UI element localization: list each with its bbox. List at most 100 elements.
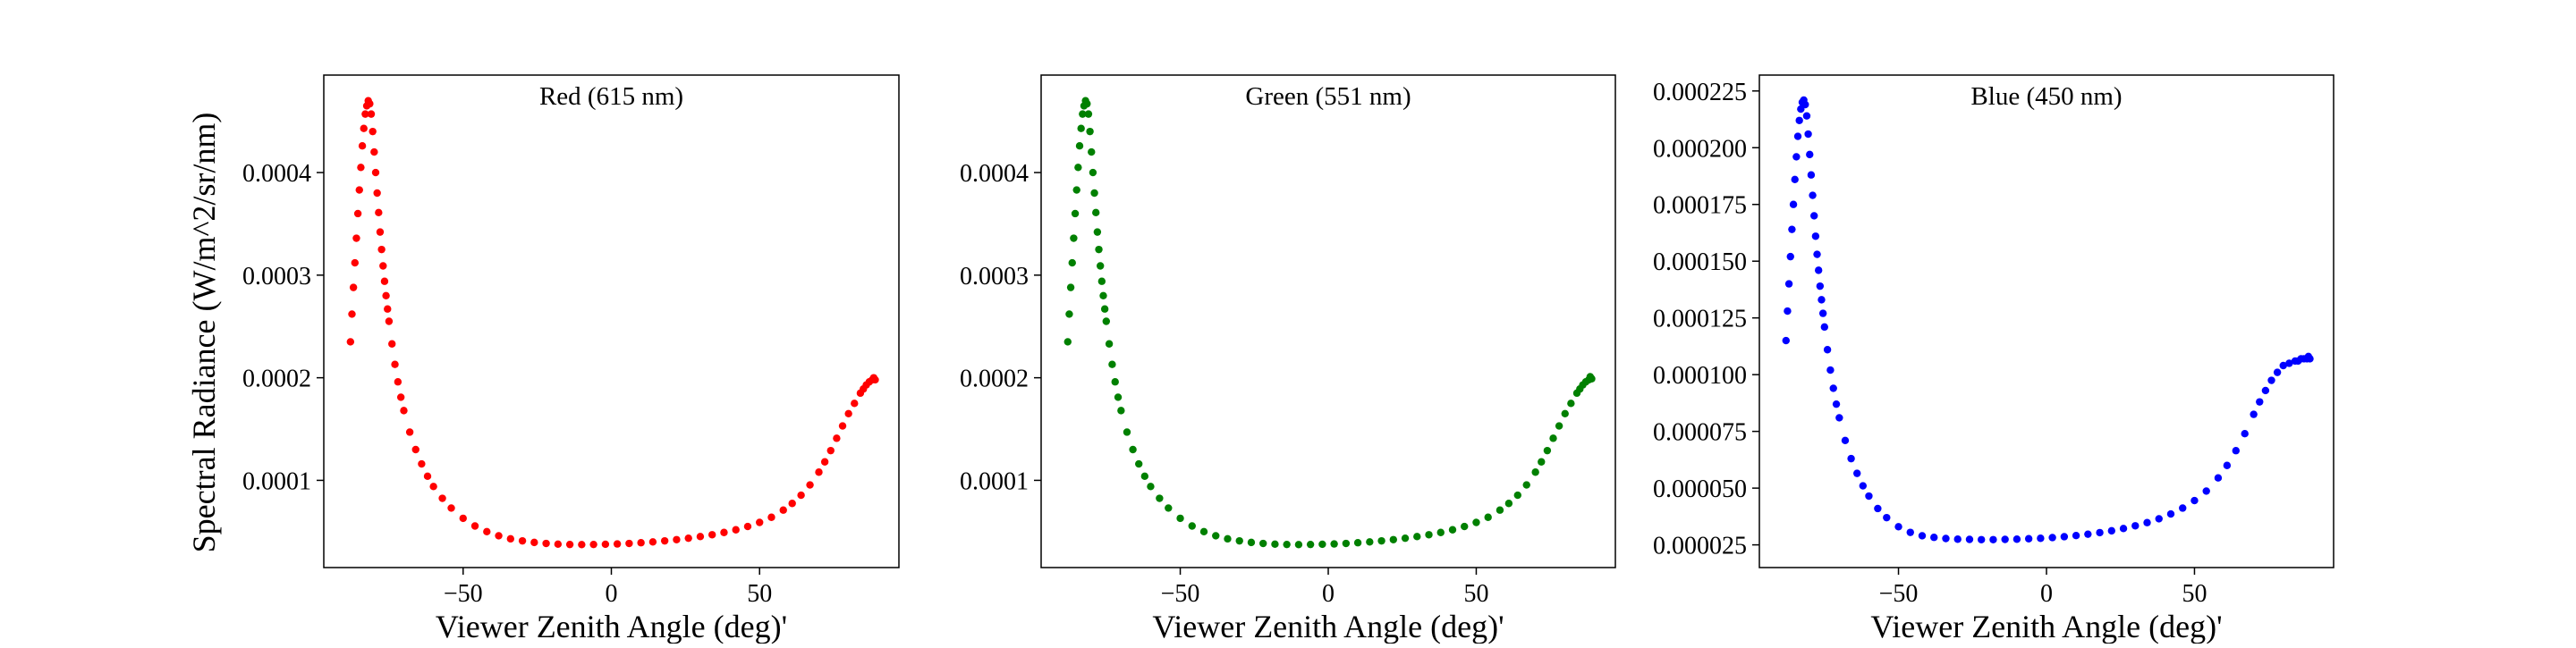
data-point xyxy=(394,378,402,386)
data-point xyxy=(352,234,360,242)
data-point xyxy=(1484,513,1492,521)
data-point xyxy=(1188,522,1196,530)
data-point xyxy=(2285,359,2293,367)
data-point xyxy=(384,305,392,313)
data-point xyxy=(2190,496,2199,505)
data-point xyxy=(1072,186,1080,194)
chart-title: Red (615 nm) xyxy=(539,82,683,111)
data-point xyxy=(1436,528,1445,536)
data-point xyxy=(357,164,365,172)
data-point xyxy=(1108,360,1116,368)
chart-panel-3: −50 0 50 0.000025 0.000050 0.000075 0.000100 0.… xyxy=(1653,74,2334,644)
data-point xyxy=(418,459,426,468)
data-point xyxy=(367,110,376,118)
data-point xyxy=(1826,366,1835,374)
data-point xyxy=(1820,323,1829,332)
data-point xyxy=(1832,400,1841,408)
data-point xyxy=(1077,124,1085,132)
data-point xyxy=(1097,277,1106,285)
data-point xyxy=(349,283,358,291)
data-point xyxy=(1259,539,1267,548)
data-point xyxy=(1084,110,1093,118)
data-point xyxy=(1156,494,1164,502)
data-point xyxy=(1818,296,1826,304)
data-point xyxy=(530,538,538,547)
data-point xyxy=(660,536,669,545)
data-point xyxy=(1786,252,1794,261)
data-point xyxy=(648,538,657,546)
data-point xyxy=(459,514,467,523)
data-point xyxy=(554,540,563,549)
data-point xyxy=(1789,200,1798,208)
data-point xyxy=(1089,168,1097,177)
data-point xyxy=(1522,481,1530,489)
data-point xyxy=(1865,492,1873,501)
data-point xyxy=(815,468,823,476)
data-point xyxy=(720,528,728,536)
data-point xyxy=(1271,540,1279,549)
data-point xyxy=(1413,533,1421,541)
data-point xyxy=(2256,398,2264,406)
data-point xyxy=(1377,536,1385,545)
data-point xyxy=(438,494,446,502)
data-point xyxy=(1294,541,1303,549)
data-point xyxy=(1472,518,1480,526)
data-point xyxy=(1853,469,1861,477)
data-point xyxy=(348,310,356,318)
y-tick-label: 0.000125 xyxy=(1653,306,1747,333)
data-point xyxy=(1448,526,1457,534)
data-point xyxy=(2261,386,2270,395)
data-point xyxy=(1792,153,1801,161)
data-point xyxy=(1809,191,1817,199)
data-point xyxy=(2001,535,2009,543)
data-point xyxy=(613,540,622,548)
data-point xyxy=(1795,116,1803,124)
data-point xyxy=(1814,266,1823,274)
y-tick-label: 0.000075 xyxy=(1653,419,1747,447)
data-point xyxy=(779,506,787,514)
plot-frame xyxy=(1040,74,1616,568)
data-point xyxy=(1212,532,1220,540)
x-tick-label: 50 xyxy=(2182,580,2207,608)
data-point xyxy=(1129,445,1137,454)
data-point xyxy=(373,189,381,198)
data-point xyxy=(1496,506,1504,514)
data-point xyxy=(377,245,386,254)
data-point xyxy=(1791,175,1799,183)
data-point xyxy=(2250,410,2258,418)
data-point xyxy=(2048,534,2056,542)
data-point xyxy=(2012,535,2021,543)
data-point xyxy=(1810,212,1818,220)
data-point xyxy=(1425,531,1433,539)
data-point xyxy=(1105,340,1114,348)
y-tick-label: 0.000025 xyxy=(1653,533,1747,560)
data-point xyxy=(1989,535,1997,543)
data-point xyxy=(1224,534,1232,543)
data-point xyxy=(391,360,399,368)
data-point xyxy=(756,518,764,526)
data-point xyxy=(2119,525,2128,533)
data-point xyxy=(371,168,380,177)
data-point xyxy=(388,340,396,348)
data-point xyxy=(1176,514,1184,523)
data-point xyxy=(1090,189,1098,198)
series-points xyxy=(1063,97,1596,549)
data-point xyxy=(743,522,752,531)
data-point xyxy=(1095,245,1103,254)
data-point xyxy=(1114,393,1123,401)
x-tick-label: 0 xyxy=(2040,580,2053,608)
data-point xyxy=(370,147,378,156)
data-point xyxy=(1147,483,1155,491)
data-point xyxy=(589,540,597,549)
data-point xyxy=(1086,127,1094,136)
data-point xyxy=(1953,535,1962,543)
data-point xyxy=(1793,132,1802,140)
y-tick-label: 0.0001 xyxy=(242,467,311,495)
data-point xyxy=(1801,100,1809,109)
data-point xyxy=(2107,526,2115,535)
data-point xyxy=(673,535,681,543)
data-point xyxy=(385,317,394,325)
data-point xyxy=(1823,346,1832,354)
chart-panel-2: −50 0 50 0.0001 0.0002 0.0003 0.0004 Green (551… xyxy=(960,74,1616,644)
